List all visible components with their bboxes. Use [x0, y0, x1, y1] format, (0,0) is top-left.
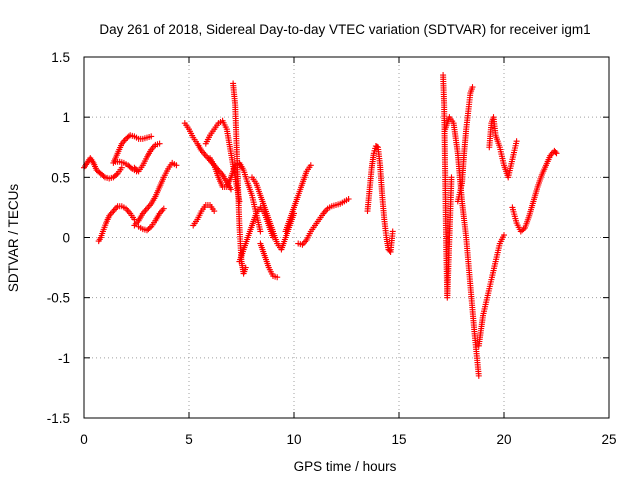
- tick-labels: 0 5 10 15 20 25 -1.5 -1 -0.5 0 0.5 1 1.5: [47, 50, 617, 447]
- x-tick-label: 5: [185, 432, 193, 447]
- x-tick-label: 20: [496, 432, 511, 447]
- data-point: [274, 274, 281, 281]
- data-point: [553, 150, 560, 157]
- x-tick-label: 25: [601, 432, 616, 447]
- data-point: [513, 138, 520, 145]
- y-axis-label: SDTVAR / TECUs: [6, 184, 21, 293]
- data-point: [228, 186, 234, 193]
- data-point: [100, 173, 107, 180]
- data-point: [386, 247, 393, 254]
- y-tick-label: 1: [62, 110, 70, 125]
- data-point: [475, 372, 482, 379]
- y-tick-label: -1: [58, 351, 70, 366]
- data-point: [242, 264, 249, 271]
- data-point: [373, 143, 380, 150]
- data-point: [389, 228, 396, 235]
- x-tick-label: 15: [391, 432, 406, 447]
- data-point: [501, 232, 507, 239]
- data-point: [448, 174, 455, 181]
- data-point: [520, 226, 527, 233]
- y-tick-label: 0.5: [51, 170, 70, 185]
- data-point: [160, 205, 167, 212]
- data-point: [118, 164, 125, 171]
- data-point: [307, 162, 314, 169]
- x-tick-label: 0: [80, 432, 88, 447]
- data-point: [131, 216, 138, 223]
- x-tick-label: 10: [286, 432, 301, 447]
- data-point: [469, 84, 476, 91]
- data-point: [552, 149, 559, 156]
- data-point: [257, 228, 264, 235]
- axis-ticks: [83, 56, 610, 419]
- y-tick-label: 0: [62, 231, 70, 246]
- data-point: [134, 167, 141, 174]
- data-point: [148, 133, 155, 140]
- data-point: [125, 133, 132, 140]
- y-tick-label: -1.5: [47, 411, 70, 426]
- chart-title: Day 261 of 2018, Sidereal Day-to-day VTE…: [99, 22, 590, 37]
- x-axis-label: GPS time / hours: [294, 459, 397, 474]
- data-point: [156, 140, 163, 147]
- data-point: [211, 208, 218, 215]
- y-tick-label: 1.5: [51, 50, 70, 65]
- data-point: [173, 162, 180, 169]
- data-points: [81, 72, 560, 379]
- y-tick-label: -0.5: [47, 291, 70, 306]
- data-point: [345, 195, 352, 202]
- data-point: [146, 224, 153, 231]
- data-point: [113, 171, 120, 178]
